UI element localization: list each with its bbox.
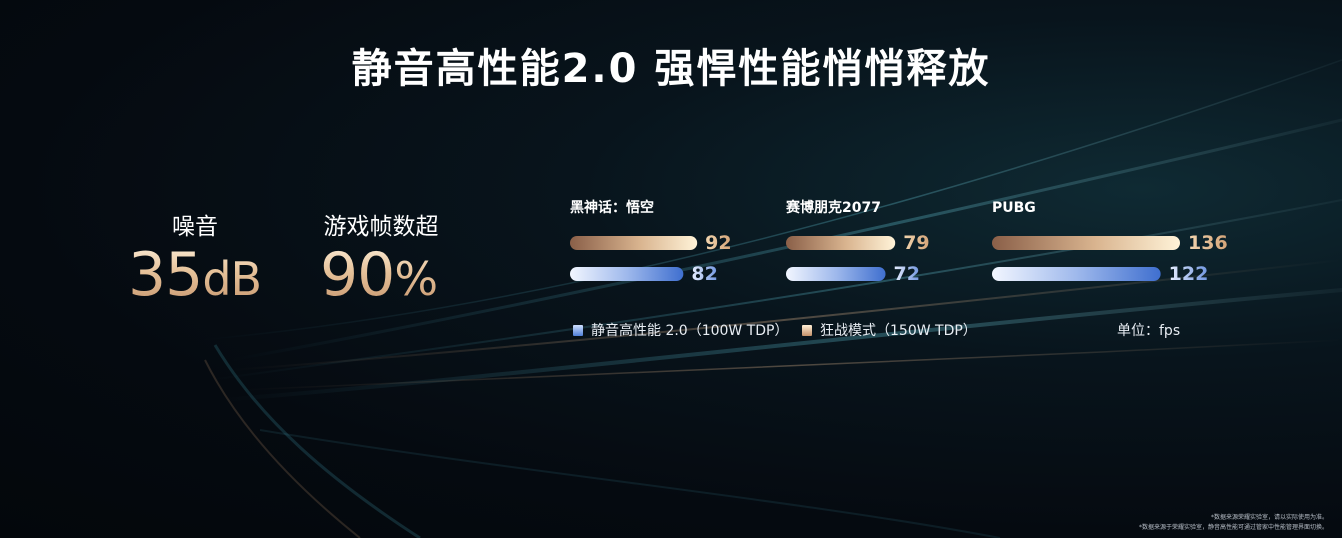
- fps-gain-label: 游戏帧数超: [323, 214, 439, 240]
- category-label: PUBG: [992, 200, 1036, 216]
- footnote-1: *数据来源荣耀实验室，请以实际使用为准。: [1210, 514, 1328, 521]
- category-label: 黑神话：悟空: [570, 199, 654, 216]
- legend-swatch-blue: [573, 324, 583, 336]
- bar-blue-2: [992, 267, 1161, 281]
- unit-label: 单位：fps: [1117, 323, 1181, 339]
- legend-label-gold: 狂战模式（150W TDP）: [820, 323, 977, 339]
- bar-blue-0: [570, 267, 684, 281]
- bar-value-blue-1: 72: [894, 263, 920, 285]
- bar-value-blue-0: 82: [691, 263, 717, 285]
- bar-value-blue-2: 122: [1169, 263, 1209, 285]
- category-label: 赛博朋克2077: [785, 199, 881, 216]
- legend-swatch-gold: [802, 324, 812, 336]
- bar-gold-1: [786, 236, 896, 250]
- bar-value-gold-0: 92: [705, 232, 731, 254]
- bar-gold-0: [570, 236, 698, 250]
- legend-item-gold: 狂战模式（150W TDP）: [802, 320, 977, 340]
- page-title: 静音高性能2.0 强悍性能悄悄释放: [351, 46, 991, 92]
- legend-label-blue: 静音高性能 2.0（100W TDP）: [591, 323, 789, 339]
- footnote-2: *数据来源于荣耀实验室，静音高性能可通过管家中性能管理界面切换。: [1138, 524, 1328, 531]
- bar-value-gold-1: 79: [903, 232, 929, 254]
- noise-label: 噪音: [172, 214, 218, 240]
- legend-item-blue: 静音高性能 2.0（100W TDP）: [573, 320, 789, 340]
- bar-blue-1: [786, 267, 886, 281]
- bar-gold-2: [992, 236, 1180, 250]
- bar-value-gold-2: 136: [1188, 232, 1228, 254]
